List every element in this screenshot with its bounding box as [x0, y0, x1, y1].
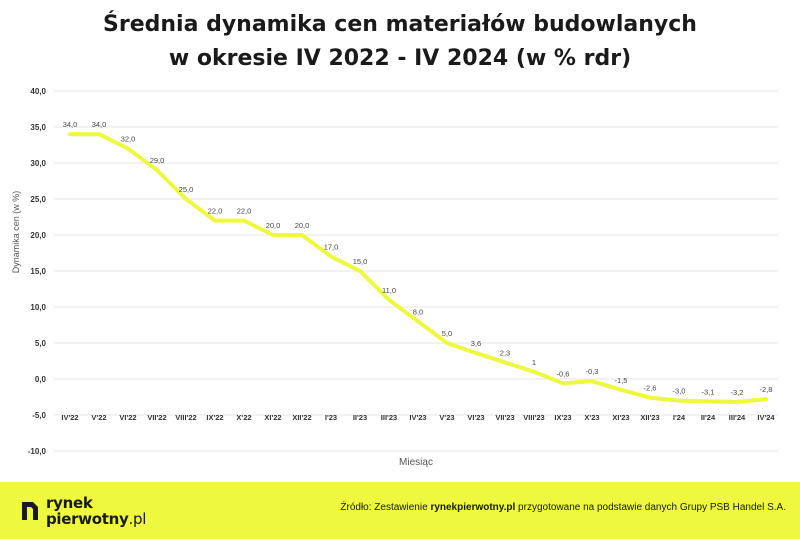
source-suffix: przygotowane na podstawie danych Grupy P… — [515, 502, 786, 513]
data-labels: 34,0 34,0 32,0 29,0 25,0 22,0 22,0 20,0 20,0 17,0… — [63, 120, 773, 397]
x-tick-label: VI'22 — [119, 413, 136, 422]
data-label: 3,6 — [471, 339, 481, 348]
y-tick-label: 20,0 — [30, 231, 46, 240]
data-label: 20,0 — [295, 221, 310, 230]
logo-line-1: rynek — [46, 494, 93, 512]
data-label: 29,0 — [150, 156, 165, 165]
line-chart: 40,035,030,025,020,015,010,05,00,0-5,0-1… — [11, 87, 778, 468]
x-tick-label: V'23 — [439, 413, 454, 422]
x-tick-label: V'22 — [91, 413, 106, 422]
y-axis-ticks: 40,0 35,0 30,0 25,0 20,0 15,0 10,0 5,0 0,0 -5,0 -1… — [28, 87, 47, 456]
logo-line-2-bold: pierwotny — [46, 510, 129, 528]
data-label: 22,0 — [237, 207, 252, 216]
x-axis-label: Miesiąc — [399, 457, 433, 468]
x-tick-label: VII'23 — [495, 413, 514, 422]
x-tick-label: X'22 — [236, 413, 251, 422]
data-label: -0,6 — [557, 369, 570, 378]
chart-grid — [54, 90, 778, 452]
y-tick-label: 30,0 — [30, 159, 46, 168]
source-note: Źródło: Zestawienie rynekpierwotny.pl pr… — [340, 502, 786, 513]
series-line — [68, 132, 768, 405]
footer-bar: rynek pierwotny.pl Źródło: Zestawienie r… — [0, 482, 800, 539]
y-tick-label: 35,0 — [30, 123, 46, 132]
x-tick-label: III'24 — [729, 413, 746, 422]
data-label: -0,3 — [586, 367, 599, 376]
logo-mark-icon — [22, 502, 38, 520]
x-tick-label: II'24 — [701, 413, 716, 422]
x-tick-label: II'23 — [353, 413, 367, 422]
data-label: -1,5 — [615, 376, 628, 385]
data-label: 2,3 — [500, 348, 510, 357]
chart-title-line-1: Średnia dynamika cen materiałów budowlan… — [103, 12, 697, 37]
x-tick-label: VI'23 — [467, 413, 484, 422]
x-tick-label: I'24 — [673, 413, 686, 422]
y-tick-label: 5,0 — [35, 339, 47, 348]
logo-text: rynek pierwotny.pl — [46, 495, 146, 527]
x-tick-label: IV'23 — [409, 413, 426, 422]
data-label: 5,0 — [442, 329, 452, 338]
x-tick-label: X'23 — [584, 413, 599, 422]
x-tick-label: VII'22 — [147, 413, 166, 422]
data-label: 32,0 — [121, 135, 136, 144]
data-label: -2,8 — [760, 385, 773, 394]
data-label: -3,2 — [731, 388, 744, 397]
y-axis-label: Dynamika cen (w %) — [11, 191, 21, 274]
data-label: -3,1 — [702, 387, 715, 396]
x-tick-label: III'23 — [381, 413, 397, 422]
x-axis-ticks: IV'22 V'22 VI'22 VII'22 VIII'22 IX'22 X'22 XI'2… — [61, 413, 775, 422]
data-label: 8,0 — [413, 307, 423, 316]
x-tick-label: IV'24 — [757, 413, 775, 422]
y-tick-label: -5,0 — [32, 411, 46, 420]
data-label: 1 — [532, 358, 536, 367]
y-tick-label: -10,0 — [28, 447, 47, 456]
x-tick-label: XI'23 — [612, 413, 629, 422]
x-tick-label: XII'23 — [640, 413, 659, 422]
data-label: 34,0 — [63, 120, 78, 129]
y-tick-label: 15,0 — [30, 267, 46, 276]
data-label: 20,0 — [266, 221, 281, 230]
x-tick-label: IX'23 — [554, 413, 571, 422]
data-label: -3,0 — [673, 387, 686, 396]
y-tick-label: 10,0 — [30, 303, 46, 312]
x-tick-label: IV'22 — [61, 413, 78, 422]
y-tick-label: 25,0 — [30, 195, 46, 204]
y-tick-label: 40,0 — [30, 87, 46, 96]
data-label: 17,0 — [324, 243, 339, 252]
x-tick-label: VIII'23 — [523, 413, 544, 422]
y-tick-label: 0,0 — [35, 375, 47, 384]
source-prefix: Źródło: Zestawienie — [340, 502, 431, 513]
source-link[interactable]: rynekpierwotny.pl — [430, 502, 516, 513]
data-label: 34,0 — [92, 120, 107, 129]
data-label: 15,0 — [353, 257, 368, 266]
chart-title-line-2: w okresie IV 2022 - IV 2024 (w % rdr) — [168, 46, 632, 71]
x-tick-label: VIII'22 — [175, 413, 196, 422]
x-tick-label: IX'22 — [206, 413, 223, 422]
logo-line-2: pierwotny.pl — [46, 511, 146, 527]
brand-logo[interactable]: rynek pierwotny.pl — [20, 492, 146, 530]
logo-line-2-rest: .pl — [128, 510, 147, 528]
data-label: 22,0 — [208, 207, 223, 216]
x-tick-label: I'23 — [325, 413, 337, 422]
x-tick-label: XI'22 — [264, 413, 281, 422]
x-tick-label: XII'22 — [292, 413, 311, 422]
chart-title: Średnia dynamika cen materiałów budowlan… — [0, 8, 800, 76]
data-label: 25,0 — [179, 185, 194, 194]
data-label: 11,0 — [382, 286, 396, 295]
data-label: -2,6 — [644, 384, 657, 393]
